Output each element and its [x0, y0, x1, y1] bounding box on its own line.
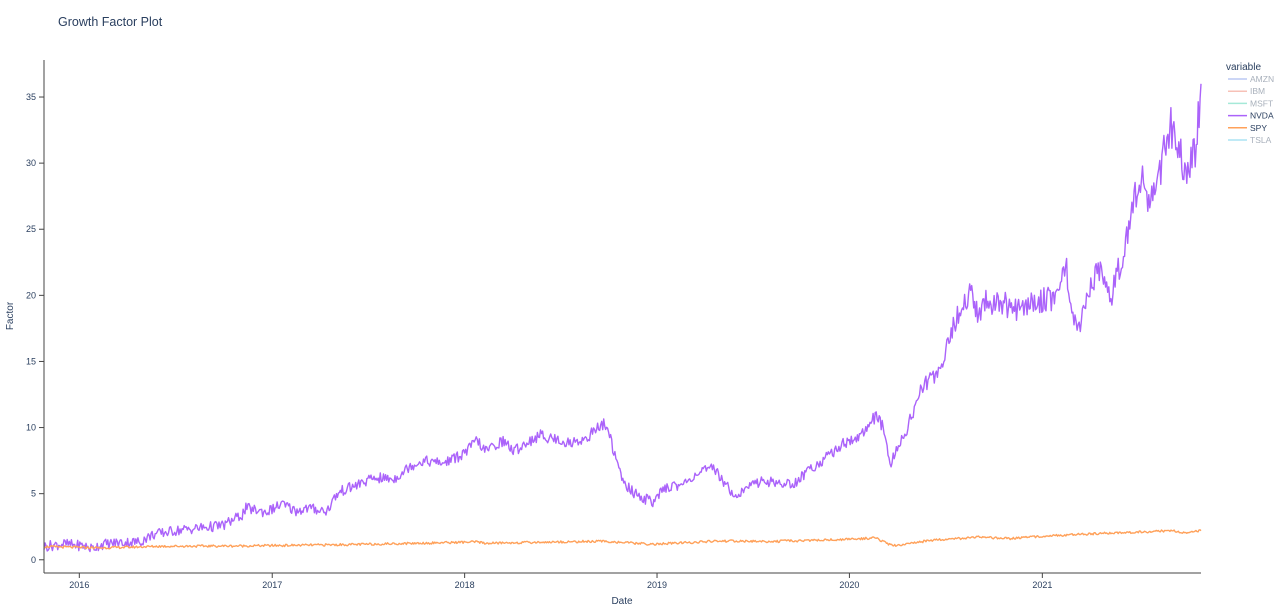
x-tick-label: 2017	[262, 580, 282, 590]
plot-area[interactable]	[43, 83, 1202, 553]
y-tick-label: 35	[26, 92, 36, 102]
legend-item-ibm[interactable]: IBM	[1228, 86, 1265, 96]
ticks: 0 5 10 15 20 25 30 35 2016 2017 2018 2019 2020 2021	[26, 92, 1052, 590]
axes	[43, 60, 1201, 574]
y-axis-title: Factor	[5, 301, 16, 330]
x-axis-title: Date	[611, 596, 633, 607]
y-tick-label: 30	[26, 158, 36, 168]
series-line-spy[interactable]	[43, 529, 1202, 550]
x-tick-label: 2019	[647, 580, 667, 590]
legend-label: IBM	[1250, 86, 1265, 96]
legend-label: TSLA	[1250, 135, 1272, 145]
y-tick-label: 15	[26, 356, 36, 366]
legend-label: NVDA	[1250, 111, 1274, 121]
legend-item-amzn[interactable]: AMZN	[1228, 74, 1274, 84]
x-tick-label: 2018	[455, 580, 475, 590]
legend-label: SPY	[1250, 123, 1267, 133]
x-tick-label: 2016	[69, 580, 89, 590]
series-line-nvda[interactable]	[43, 83, 1202, 553]
legend-item-tsla[interactable]: TSLA	[1228, 135, 1272, 145]
legend: variable AMZN IBM MSFT NVDA SPY TSLA	[1226, 62, 1274, 145]
y-tick-label: 25	[26, 224, 36, 234]
legend-label: AMZN	[1250, 74, 1274, 84]
y-tick-label: 0	[31, 555, 36, 565]
y-tick-label: 10	[26, 423, 36, 433]
x-tick-label: 2020	[839, 580, 859, 590]
legend-item-nvda[interactable]: NVDA	[1228, 111, 1274, 121]
legend-title: variable	[1226, 62, 1261, 73]
y-tick-label: 20	[26, 290, 36, 300]
legend-item-msft[interactable]: MSFT	[1228, 98, 1273, 108]
x-tick-label: 2021	[1032, 580, 1052, 590]
chart-title: Growth Factor Plot	[58, 15, 163, 29]
y-tick-label: 5	[31, 489, 36, 499]
legend-label: MSFT	[1250, 98, 1273, 108]
legend-item-spy[interactable]: SPY	[1228, 123, 1267, 133]
